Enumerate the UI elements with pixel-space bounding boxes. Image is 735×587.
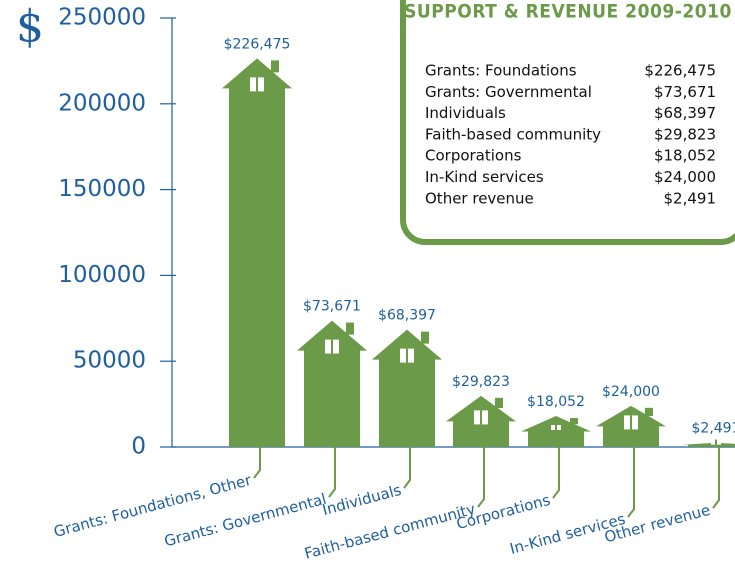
x-tick-label: Individuals [320,481,403,519]
table-value: $68,397 [654,104,716,122]
label-connector [329,447,335,497]
value-label: $73,671 [303,299,361,315]
chimney [346,323,354,335]
value-label: $18,052 [527,394,585,410]
table-value: $29,823 [654,125,716,143]
value-label: $68,397 [378,308,436,324]
table-name: Corporations [425,147,522,165]
value-label: $2,491 [692,421,735,437]
house-bar [521,416,591,447]
table-value: $18,052 [654,147,716,165]
table-name: In-Kind services [425,168,544,186]
y-tick-label: 0 [131,434,146,460]
label-connector [553,447,559,498]
label-connector [478,447,484,507]
table-name: Grants: Governmental [425,83,592,101]
x-tick-label: Corporations [454,491,552,533]
y-tick-label: 50000 [73,348,146,374]
value-label: $29,823 [452,374,510,390]
house-bar [372,330,442,447]
house-bar [222,58,292,447]
y-tick-label: 250000 [58,5,146,31]
table-name: Faith-based community [425,125,601,143]
y-tick-label: 150000 [58,176,146,202]
house-bar [681,443,735,447]
label-connector [404,447,410,488]
y-axis-label: $ [16,2,44,53]
label-connector [254,447,260,478]
summary-title: SUPPORT & REVENUE 2009-2010 [404,1,732,23]
table-value: $226,475 [644,62,716,80]
chart: $ SUPPORT & REVENUE 2009-2010 Grants: Fo… [0,0,735,587]
chimney [421,332,429,344]
label-connector [713,447,719,508]
chimney [271,60,279,72]
value-label: $226,475 [224,36,291,52]
value-label: $24,000 [602,384,660,400]
chimney [495,398,503,408]
table-value: $73,671 [654,83,716,101]
table-value: $24,000 [654,168,716,186]
x-tick-label: Other revenue [602,501,712,547]
y-tick-label: 200000 [58,90,146,116]
table-name: Other revenue [425,189,534,207]
house-bar [297,321,367,447]
label-connector [628,447,634,517]
table-value: $2,491 [664,189,717,207]
table-name: Individuals [425,104,506,122]
table-name: Grants: Foundations [425,62,577,80]
y-tick-label: 100000 [58,262,146,288]
